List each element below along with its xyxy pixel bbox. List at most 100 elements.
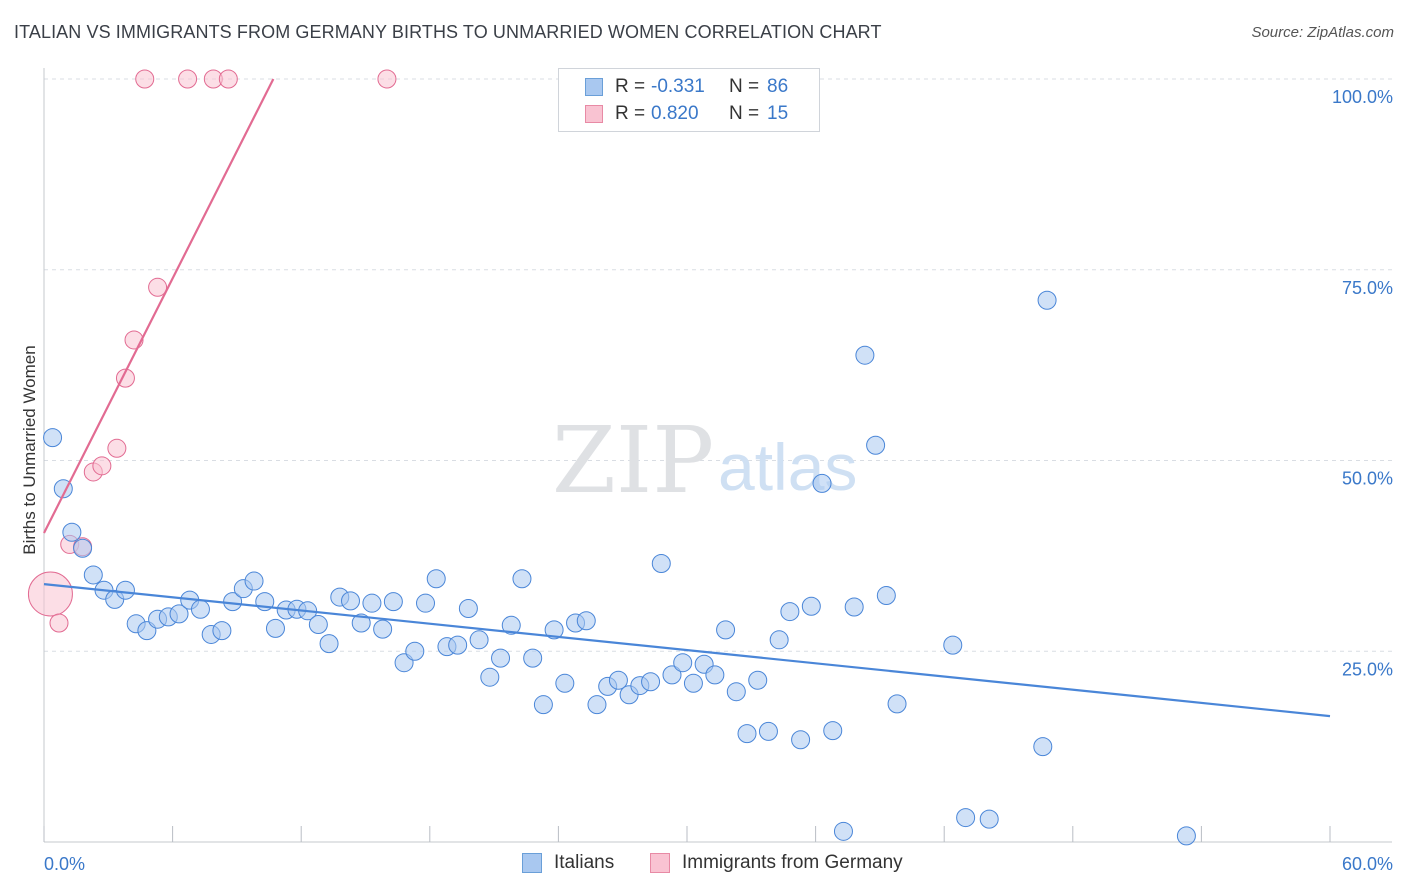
legend-r-label: R = xyxy=(615,76,646,97)
italians-point xyxy=(501,615,521,635)
italians-point xyxy=(887,694,907,714)
italians-point xyxy=(115,580,135,600)
italians-point xyxy=(726,682,746,702)
legend-n-value: 86 xyxy=(767,76,789,97)
italians-point xyxy=(737,724,757,744)
legend-item-italians[interactable]: Italians xyxy=(522,852,614,874)
germany-point xyxy=(27,571,73,617)
legend-swatch-italians xyxy=(585,78,603,96)
italians-point xyxy=(844,597,864,617)
italians-point xyxy=(683,673,703,693)
italians-point xyxy=(555,673,575,693)
italians-point xyxy=(1033,737,1053,757)
legend-row-germany: R = 0.820 N = 15 xyxy=(585,102,788,126)
y-tick-label: 75.0% xyxy=(1342,278,1393,298)
italians-point xyxy=(533,695,553,715)
grid-layer xyxy=(44,78,1392,652)
watermark-zip: ZIP xyxy=(552,407,714,514)
italians-point xyxy=(956,808,976,828)
chart-source: Source: ZipAtlas.com xyxy=(1251,24,1394,41)
italians-point xyxy=(405,641,425,661)
italians-point xyxy=(83,565,103,585)
italians-point xyxy=(1176,826,1196,846)
italians-point xyxy=(512,569,532,589)
italians-point xyxy=(716,620,736,640)
y-tick-label: 50.0% xyxy=(1342,469,1393,489)
italians-point xyxy=(587,695,607,715)
germany-point xyxy=(218,69,238,89)
italians-point xyxy=(544,620,564,640)
legend-n-label: N = xyxy=(729,103,760,124)
germany-point xyxy=(92,456,112,476)
legend-item-germany[interactable]: Immigrants from Germany xyxy=(650,852,903,874)
germany-point xyxy=(49,613,69,633)
italians-point xyxy=(448,635,468,655)
italians-point xyxy=(673,653,693,673)
italians-point xyxy=(769,630,789,650)
italians-point xyxy=(212,621,232,641)
italians-point xyxy=(812,473,832,493)
italians-point xyxy=(416,593,436,613)
italians-point xyxy=(62,522,82,542)
italians-point xyxy=(244,571,264,591)
legend-row-italians: R = -0.331 N = 86 xyxy=(585,75,788,99)
italians-point xyxy=(523,648,543,668)
italians-point xyxy=(265,618,285,638)
italians-point xyxy=(308,615,328,635)
series-italians-points xyxy=(43,290,1196,846)
y-axis-label-wrap: Births to Unmarried Women xyxy=(17,300,43,600)
legend-r-label: R = xyxy=(615,103,646,124)
italians-point xyxy=(480,667,500,687)
correlation-legend: R = -0.331 N = 86 R = 0.820 N = 15 xyxy=(558,68,820,132)
italians-point xyxy=(855,345,875,365)
italians-point xyxy=(426,569,446,589)
x-tick-label: 0.0% xyxy=(44,854,85,874)
italians-point xyxy=(576,611,596,631)
legend-r-value: -0.331 xyxy=(651,76,705,97)
italians-point xyxy=(458,599,478,619)
y-axis-label: Births to Unmarried Women xyxy=(20,345,39,555)
germany-point xyxy=(178,69,198,89)
italians-point xyxy=(801,596,821,616)
legend-n-value: 15 xyxy=(767,103,789,124)
italians-point xyxy=(823,721,843,741)
italians-point xyxy=(758,721,778,741)
italians-point xyxy=(662,665,682,685)
italians-point xyxy=(651,554,671,574)
italians-point xyxy=(469,630,489,650)
legend-label-germany: Immigrants from Germany xyxy=(682,852,903,873)
italians-point xyxy=(73,538,93,558)
italians-point xyxy=(373,619,393,639)
germany-point xyxy=(377,69,397,89)
germany-point xyxy=(148,277,168,297)
tick-labels: 100.0% 75.0% 50.0% 25.0% 0.0% 60.0% xyxy=(44,87,1393,874)
germany-point xyxy=(135,69,155,89)
axis-layer xyxy=(43,68,1392,843)
italians-point xyxy=(876,586,896,606)
italians-point xyxy=(383,592,403,612)
legend-label-italians: Italians xyxy=(554,852,615,873)
italians-point xyxy=(641,672,661,692)
italians-point xyxy=(1037,290,1057,310)
germany-point xyxy=(107,438,127,458)
legend-r-value: 0.820 xyxy=(651,103,699,124)
series-legend: Italians Immigrants from Germany xyxy=(0,852,1406,878)
watermark: ZIP atlas xyxy=(552,407,857,514)
trend-line-germany xyxy=(43,78,275,534)
y-tick-label: 25.0% xyxy=(1342,659,1393,679)
watermark-atlas: atlas xyxy=(718,430,857,504)
italians-point xyxy=(608,670,628,690)
italians-point xyxy=(362,593,382,613)
legend-n-label: N = xyxy=(729,76,760,97)
italians-point xyxy=(748,670,768,690)
italians-point xyxy=(340,591,360,611)
italians-point xyxy=(791,730,811,750)
italians-point xyxy=(491,648,511,668)
italians-point xyxy=(43,428,63,448)
italians-point xyxy=(190,599,210,619)
chart-title: ITALIAN VS IMMIGRANTS FROM GERMANY BIRTH… xyxy=(14,22,882,42)
italians-point xyxy=(833,821,853,841)
italians-point xyxy=(351,613,371,633)
trend-lines xyxy=(43,78,1331,718)
y-tick-label: 100.0% xyxy=(1332,87,1393,107)
